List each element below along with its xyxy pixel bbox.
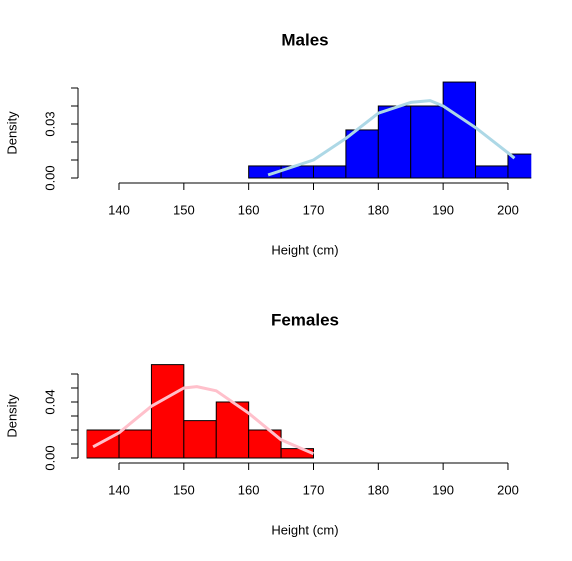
y-tick-label: 0.00 <box>42 165 57 190</box>
x-tick-label: 150 <box>173 482 195 497</box>
y-tick-label: 0.00 <box>42 445 57 470</box>
x-axis-label: Height (cm) <box>271 242 338 257</box>
y-axis-label: Density <box>4 394 19 438</box>
x-tick-label: 190 <box>432 482 454 497</box>
x-tick-label: 180 <box>367 482 389 497</box>
bar <box>183 420 217 459</box>
plot-area <box>86 364 315 459</box>
x-tick-label: 170 <box>303 202 325 217</box>
bar <box>345 129 379 179</box>
x-tick-label: 140 <box>108 202 130 217</box>
y-tick-label: 0.03 <box>42 111 57 136</box>
bar <box>377 105 412 179</box>
plot-area <box>248 81 532 179</box>
x-tick-label: 150 <box>173 202 195 217</box>
x-tick-label: 170 <box>303 482 325 497</box>
bar <box>507 153 532 179</box>
density-curve <box>267 99 516 177</box>
y-tick-label: 0.04 <box>42 389 57 414</box>
x-tick-label: 160 <box>238 202 260 217</box>
x-tick-label: 200 <box>497 202 519 217</box>
bar <box>118 429 152 459</box>
x-tick-label: 190 <box>432 202 454 217</box>
y-axis-label: Density <box>4 111 19 155</box>
chart-title: Females <box>271 310 339 329</box>
x-tick-label: 200 <box>497 482 519 497</box>
chart-title: Males <box>281 30 328 49</box>
x-axis-label: Height (cm) <box>271 522 338 537</box>
x-tick-label: 140 <box>108 482 130 497</box>
bar <box>215 401 250 459</box>
bar <box>442 81 477 179</box>
x-tick-label: 180 <box>367 202 389 217</box>
bar <box>312 165 347 179</box>
bar <box>410 105 444 179</box>
x-tick-label: 160 <box>238 482 260 497</box>
bar <box>150 364 185 459</box>
density-curve <box>92 385 315 456</box>
bar <box>475 165 509 179</box>
